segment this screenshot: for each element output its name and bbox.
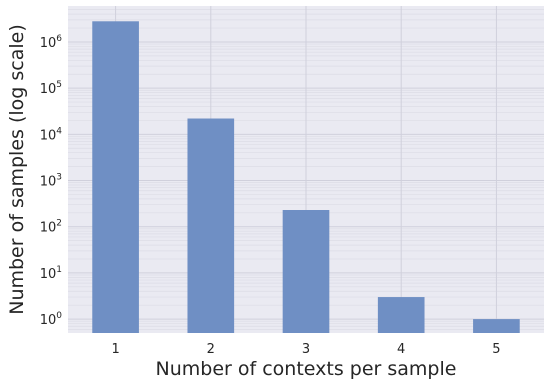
- y-tick-label: 103: [40, 173, 62, 190]
- bar-3: [282, 210, 330, 333]
- x-tick-label: 3: [302, 342, 310, 357]
- y-tick-label: 100: [40, 311, 63, 328]
- y-tick-label: 104: [40, 126, 63, 143]
- x-tick-label: 1: [111, 342, 119, 357]
- y-axis-label: Number of samples (log scale): [6, 24, 28, 315]
- bar-2: [187, 118, 235, 333]
- bar-1: [92, 21, 139, 334]
- x-tick-label: 5: [492, 342, 500, 357]
- x-tick-label: 2: [207, 342, 215, 357]
- y-tick-label: 106: [40, 34, 63, 51]
- y-tick-label: 105: [40, 80, 62, 97]
- x-axis-label: Number of contexts per sample: [156, 358, 457, 380]
- bar-4: [377, 297, 425, 333]
- y-tick-label: 101: [40, 265, 62, 282]
- bar-5: [473, 319, 520, 333]
- y-tick-label: 102: [40, 219, 62, 236]
- x-tick-label: 4: [397, 342, 405, 357]
